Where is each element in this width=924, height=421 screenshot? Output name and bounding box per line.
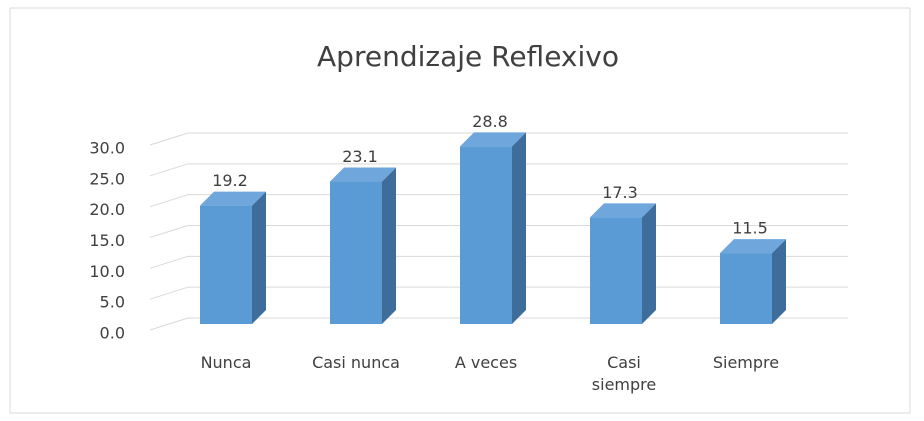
bar-top: [590, 203, 656, 218]
bar-top: [720, 239, 786, 254]
data-label: 17.3: [602, 183, 638, 202]
y-tick-label: 15.0: [89, 231, 125, 250]
bar-top: [460, 132, 526, 147]
grid-line: [149, 163, 189, 177]
y-tick-label: 25.0: [89, 169, 125, 188]
x-tick-label: Casi nunca: [312, 353, 400, 372]
bar: [720, 253, 772, 324]
y-tick-label: 5.0: [100, 293, 125, 312]
bar-top: [200, 191, 266, 206]
bar-side: [512, 132, 526, 324]
bar: [460, 146, 512, 324]
data-label: 23.1: [342, 147, 378, 166]
x-tick-label: Siempre: [712, 353, 780, 372]
bar: [200, 205, 252, 324]
grid-line: [149, 194, 189, 208]
grid-line: [149, 286, 189, 300]
y-tick-label: 20.0: [89, 200, 125, 219]
chart-title: Aprendizaje Reflexivo: [317, 40, 619, 73]
bar-side: [642, 203, 656, 324]
bar-side: [382, 167, 396, 324]
bar-side: [252, 191, 266, 324]
y-tick-label: 30.0: [89, 139, 125, 158]
bar: [330, 181, 382, 324]
bar: [590, 217, 642, 324]
data-label: 11.5: [732, 219, 768, 238]
bar-side: [772, 239, 786, 324]
x-tick-label: Casi siempre: [591, 353, 657, 394]
y-tick-label: 0.0: [100, 324, 125, 343]
grid-line: [149, 132, 189, 146]
grid-line: [149, 255, 189, 269]
x-tick-label: Nunca: [200, 353, 252, 372]
data-label: 28.8: [472, 112, 508, 131]
x-tick-label: A veces: [454, 353, 518, 372]
grid-line: [149, 225, 189, 238]
y-tick-label: 10.0: [89, 262, 125, 281]
bar-top: [330, 167, 396, 182]
grid-line: [149, 317, 189, 331]
data-label: 19.2: [212, 171, 248, 190]
